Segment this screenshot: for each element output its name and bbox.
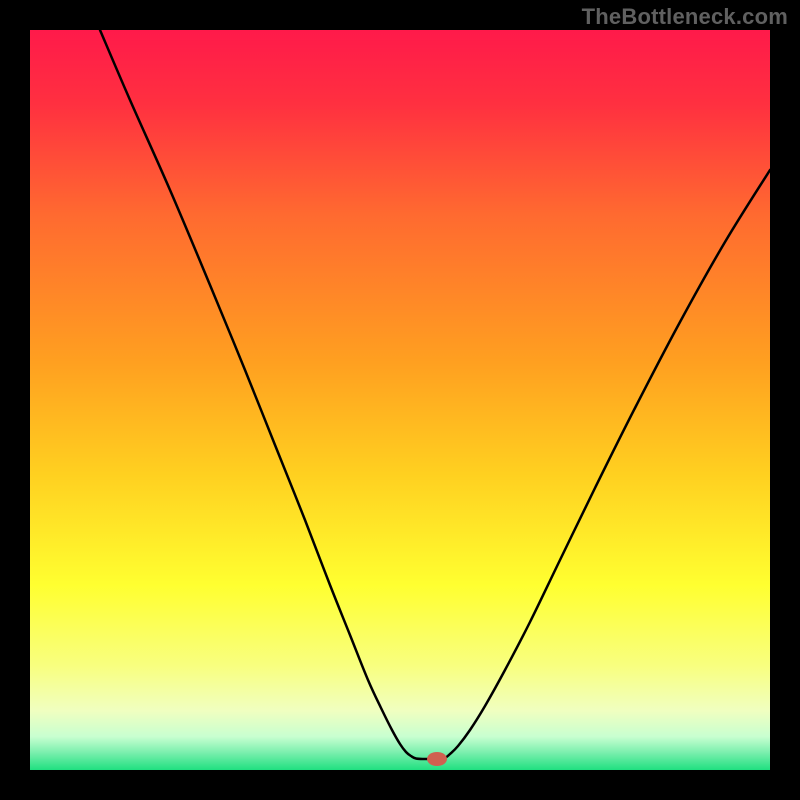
optimal-point-marker bbox=[427, 752, 447, 766]
bottleneck-chart-svg bbox=[30, 30, 770, 770]
chart-frame: TheBottleneck.com bbox=[0, 0, 800, 800]
watermark-text: TheBottleneck.com bbox=[582, 4, 788, 30]
gradient-background bbox=[30, 30, 770, 770]
